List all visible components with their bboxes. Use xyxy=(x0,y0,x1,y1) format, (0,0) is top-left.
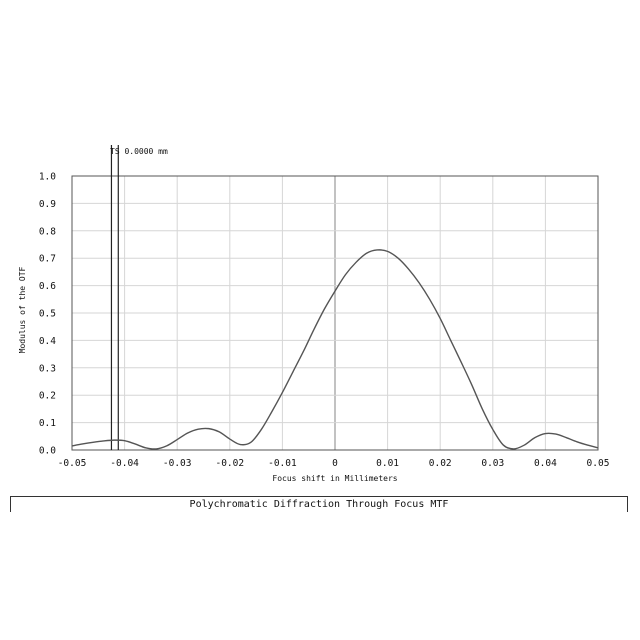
grid-lines xyxy=(72,176,598,450)
x-tick-labels: -0.05 -0.04 -0.03 -0.02 -0.01 0 0.01 0.02 0.03 0.… xyxy=(58,458,610,469)
x-tick-label: -0.02 xyxy=(215,458,244,469)
y-tick-label: 0.5 xyxy=(39,309,56,320)
x-axis-label: Focus shift in Millimeters xyxy=(272,474,397,483)
y-tick-label: 0.0 xyxy=(39,446,56,457)
x-tick-label: -0.03 xyxy=(163,458,192,469)
x-tick-label: 0.01 xyxy=(376,458,399,469)
x-tick-label: -0.04 xyxy=(110,458,139,469)
marker-label: TS 0.0000 mm xyxy=(110,147,168,156)
x-tick-label: -0.01 xyxy=(268,458,297,469)
x-tick-label: 0.03 xyxy=(481,458,504,469)
y-tick-label: 0.4 xyxy=(39,336,56,347)
x-tick-label: 0 xyxy=(332,458,338,469)
y-tick-label: 0.7 xyxy=(39,254,56,265)
x-tick-label: 0.02 xyxy=(429,458,452,469)
y-tick-label: 0.8 xyxy=(39,226,56,237)
y-tick-label: 0.2 xyxy=(39,391,56,402)
y-tick-label: 0.3 xyxy=(39,363,56,374)
y-tick-labels: 0.0 0.1 0.2 0.3 0.4 0.5 0.6 0.7 0.8 0.9 1.0 xyxy=(39,172,56,457)
x-tick-label: 0.05 xyxy=(587,458,610,469)
y-tick-label: 0.6 xyxy=(39,281,56,292)
caption-box: Polychromatic Diffraction Through Focus … xyxy=(10,496,628,512)
caption-text: Polychromatic Diffraction Through Focus … xyxy=(190,499,449,510)
y-tick-label: 0.1 xyxy=(39,418,56,429)
y-tick-label: 1.0 xyxy=(39,172,56,183)
x-tick-label: 0.04 xyxy=(534,458,557,469)
focus-marker xyxy=(111,145,118,450)
x-tick-label: -0.05 xyxy=(58,458,87,469)
y-tick-label: 0.9 xyxy=(39,199,56,210)
y-axis-label: Modulus of the OTF xyxy=(18,266,27,353)
